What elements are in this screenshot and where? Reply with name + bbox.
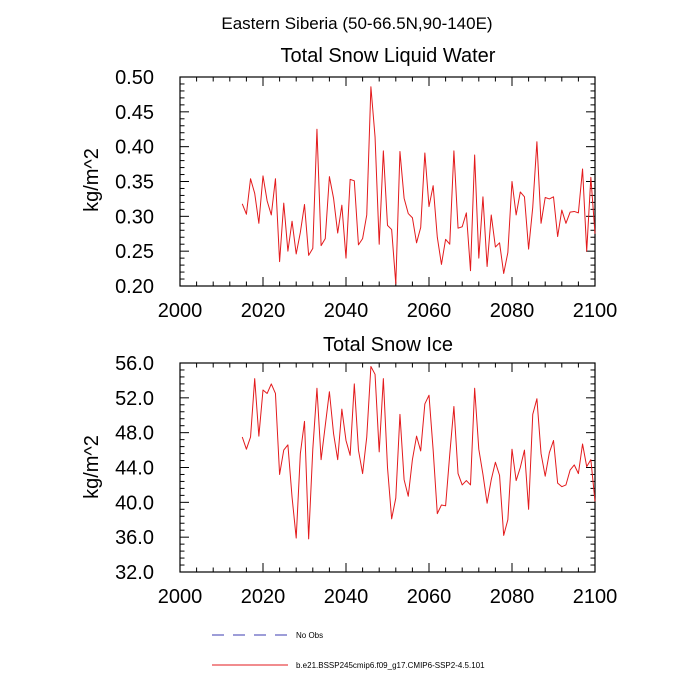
x-tick-label: 2040: [324, 300, 369, 322]
y-tick-label: 44.0: [115, 458, 154, 480]
y-tick-label: 0.35: [115, 172, 154, 194]
y-tick-label: 36.0: [115, 527, 154, 549]
y-tick-label: 0.30: [115, 206, 154, 228]
x-tick-label: 2020: [241, 300, 286, 322]
panel-liquid-water-ylabel: kg/m^2: [81, 148, 103, 212]
x-tick-label: 2080: [490, 300, 535, 322]
panel-liquid-water: Total Snow Liquid Water kg/m^2 2000 2020 2…: [81, 45, 617, 322]
legend: No Obs b.e21.BSSP245cmip6.f09_g17.CMIP6-…: [212, 631, 485, 670]
panel-snow-ice-title: Total Snow Ice: [323, 334, 453, 356]
series-line-snow-ice: [241, 365, 596, 540]
x-tick-label: 2040: [324, 586, 369, 608]
y-tick-label: 56.0: [115, 353, 154, 375]
x-tick-label: 2020: [241, 586, 286, 608]
y-tick-label: 0.40: [115, 137, 154, 159]
panel-liquid-water-ticks: [179, 76, 596, 287]
y-tick-label: 32.0: [115, 562, 154, 584]
y-tick-label: 0.20: [115, 276, 154, 298]
x-tick-label: 2100: [573, 586, 618, 608]
x-tick-label: 2000: [158, 586, 203, 608]
y-tick-label: 40.0: [115, 492, 154, 514]
panel-liquid-water-title: Total Snow Liquid Water: [281, 45, 496, 67]
y-tick-label: 0.50: [115, 67, 154, 89]
panel-snow-ice-ticks: [179, 362, 596, 573]
y-tick-label: 0.45: [115, 102, 154, 124]
x-tick-label: 2000: [158, 300, 203, 322]
panel-snow-ice-ylabel: kg/m^2: [81, 435, 103, 499]
x-tick-label: 2100: [573, 300, 618, 322]
x-tick-label: 2060: [407, 586, 452, 608]
panel-snow-ice-series: [241, 365, 596, 540]
panel-liquid-water-plot-frame: [179, 76, 596, 287]
figure-suptitle: Eastern Siberia (50-66.5N,90-140E): [221, 14, 492, 33]
panel-snow-ice-ticklabels: 2000 2020 2040 2060 2080 2100 32.0 36.0 40.0 44.0…: [115, 353, 617, 608]
panel-liquid-water-series: [241, 86, 596, 285]
panel-snow-ice: Total Snow Ice kg/m^2 2000 2020 2040 2060 20…: [81, 334, 617, 608]
x-tick-label: 2080: [490, 586, 535, 608]
y-tick-label: 52.0: [115, 388, 154, 410]
y-tick-label: 48.0: [115, 423, 154, 445]
x-tick-label: 2060: [407, 300, 452, 322]
y-tick-label: 0.25: [115, 241, 154, 263]
series-line-liquid-water: [241, 86, 596, 285]
legend-obs-label: No Obs: [296, 631, 323, 640]
panel-liquid-water-ticklabels: 2000 2020 2040 2060 2080 2100 0.20 0.25 0.30 0.35…: [115, 67, 617, 322]
legend-model-label: b.e21.BSSP245cmip6.f09_g17.CMIP6-SSP2-4.…: [296, 661, 485, 670]
